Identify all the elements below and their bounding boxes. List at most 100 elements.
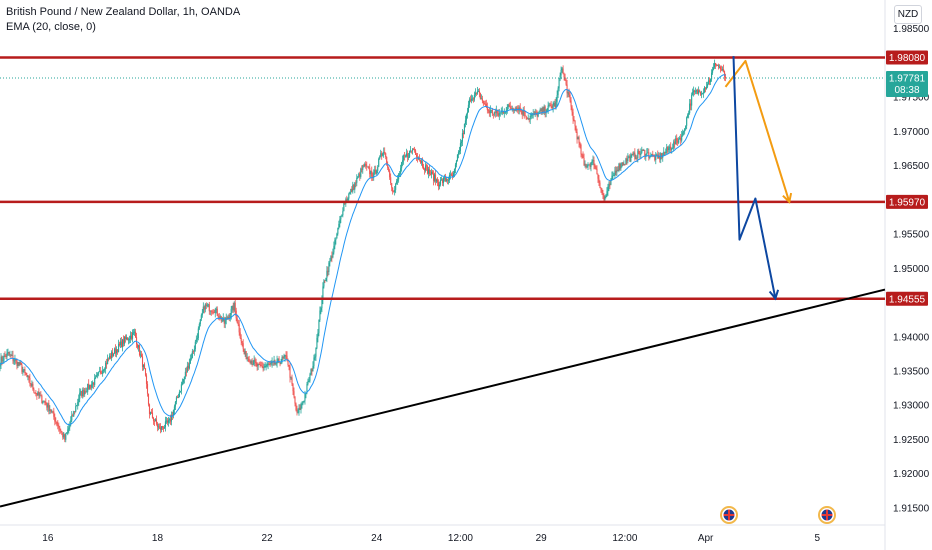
candle-body (7, 351, 9, 353)
candle-body (177, 396, 179, 398)
indicator-legend[interactable]: EMA (20, close, 0) (6, 21, 96, 33)
candle-body (463, 123, 465, 134)
candle-body (503, 112, 505, 114)
candle-body (575, 126, 577, 132)
candle-body (245, 351, 247, 359)
symbol-title[interactable]: British Pound / New Zealand Dollar, 1h, … (6, 6, 241, 18)
candle-body (139, 354, 142, 356)
candle-body (695, 91, 697, 93)
level-price-label: 1.95970 (889, 197, 926, 208)
time-tick-label: 12:00 (612, 533, 637, 544)
candle-body (80, 391, 82, 393)
candle-body (591, 160, 593, 163)
candle-body (219, 316, 221, 319)
candle-body (684, 128, 686, 132)
candle-body (308, 380, 310, 382)
candle-body (365, 163, 367, 166)
candle-body (3, 355, 5, 361)
candle-body (123, 339, 125, 344)
candle-body (53, 411, 55, 417)
candle-body (615, 170, 617, 173)
candle-body (244, 351, 246, 355)
candle-body (86, 391, 88, 393)
candle-body (595, 167, 597, 169)
candle-body (589, 164, 591, 168)
candle-body (693, 90, 695, 93)
candle-body (714, 63, 716, 68)
candle-body (100, 371, 102, 374)
candle-body (607, 186, 609, 192)
candle-body (142, 364, 145, 367)
candle-body (5, 356, 7, 357)
candle-body (688, 112, 690, 115)
time-tick-label: 29 (536, 533, 548, 544)
candle-body (366, 165, 368, 168)
candle-body (477, 91, 479, 92)
candle-body (472, 98, 474, 100)
candle-body (590, 162, 592, 168)
candle-body (117, 349, 119, 352)
candle-body (55, 421, 57, 423)
candle-body (633, 152, 635, 155)
candle-body (301, 403, 303, 405)
candle-body (652, 154, 654, 156)
candle-body (634, 152, 636, 159)
level-price-label: 1.98080 (889, 53, 926, 64)
candle-body (208, 304, 210, 312)
candle-body (323, 280, 325, 287)
candle-body (603, 195, 605, 200)
candle-body (386, 156, 388, 165)
candle-body (537, 112, 539, 117)
candle-body (378, 158, 380, 167)
candle-body (120, 341, 122, 345)
candle-body (268, 363, 270, 365)
candle-body (681, 135, 683, 141)
currency-badge[interactable]: NZD (894, 5, 922, 24)
candle-body (246, 357, 248, 359)
candle-body (720, 66, 722, 70)
candle-body (10, 354, 12, 356)
candle-body (402, 160, 404, 163)
candle-body (4, 355, 6, 357)
candle-body (178, 391, 180, 397)
candle-body (22, 370, 24, 372)
candle-body (716, 65, 718, 67)
candle-body (416, 154, 418, 157)
candle-body (252, 364, 254, 365)
candle-body (19, 362, 21, 365)
candle-body (184, 371, 186, 377)
candle-body (456, 154, 458, 161)
candle-body (666, 146, 668, 152)
candle-body (281, 357, 283, 362)
candle-body (481, 98, 483, 101)
candle-body (706, 86, 708, 89)
candle-body (141, 356, 144, 367)
candle-body (452, 173, 455, 177)
candle-body (377, 166, 379, 171)
candle-body (334, 239, 336, 247)
candle-body (50, 409, 52, 412)
candle-body (385, 153, 387, 157)
candle-body (358, 173, 360, 177)
candle-body (0, 356, 2, 365)
candle-body (340, 215, 342, 220)
candle-body (97, 373, 99, 376)
candle-body (711, 72, 713, 80)
candle-body (314, 356, 316, 358)
candle-body (685, 125, 687, 129)
candle-body (682, 132, 684, 136)
candle-body (637, 150, 639, 159)
candle-body (382, 153, 384, 156)
candle-body (568, 92, 570, 95)
candle-body (643, 150, 645, 152)
candle-body (468, 99, 470, 105)
candle-body (128, 339, 130, 341)
candle-body (719, 66, 721, 68)
candle-body (445, 179, 448, 181)
candle-body (264, 366, 266, 368)
candle-body (539, 109, 541, 111)
candle-body (696, 89, 698, 92)
candle-body (336, 233, 338, 239)
candle-body (629, 156, 631, 162)
